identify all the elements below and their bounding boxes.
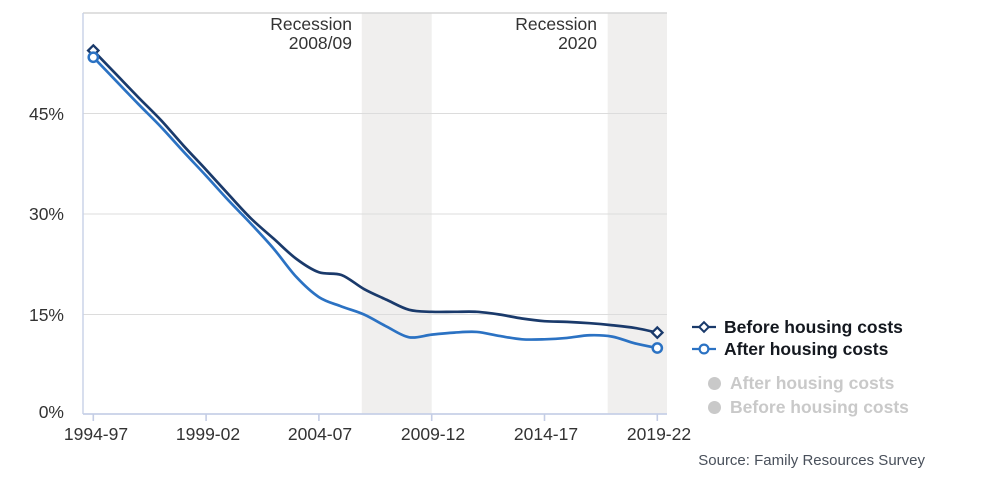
recession-annotation-line2: 2020 bbox=[558, 33, 597, 53]
legend-label: Before housing costs bbox=[724, 316, 903, 337]
diamond-line-marker-icon bbox=[692, 320, 716, 334]
legend-item-inactive-after-housing-costs: After housing costs bbox=[708, 372, 894, 394]
series-line-after-housing-costs bbox=[91, 55, 659, 350]
y-tick-label-30: 30% bbox=[28, 204, 64, 224]
recession-annotation-line2: 2008/09 bbox=[288, 33, 352, 53]
recession-annotation-line1: Recession bbox=[515, 14, 597, 34]
legend-item-before-housing-costs: Before housing costs bbox=[691, 316, 903, 338]
y-tick-label-45: 45% bbox=[28, 104, 64, 124]
circle-line-marker-icon bbox=[692, 343, 716, 355]
marker-circle-after-housing-costs bbox=[87, 51, 100, 64]
marker-diamond-before-housing-costs bbox=[650, 325, 665, 340]
recession-annotation-2020: Recession 2020 bbox=[397, 15, 597, 53]
y-tick-label-0: 0% bbox=[38, 402, 64, 422]
series-line-before-housing-costs bbox=[91, 49, 659, 334]
legend-label: After housing costs bbox=[724, 338, 889, 359]
x-tick-label-2014-17: 2014-17 bbox=[513, 424, 579, 444]
marker-circle-after-housing-costs bbox=[651, 342, 664, 354]
recession-annotation-line1: Recession bbox=[270, 14, 352, 34]
y-tick-label-15: 15% bbox=[28, 305, 64, 325]
gray-bullet-icon bbox=[708, 376, 721, 390]
legend-label: After housing costs bbox=[730, 372, 895, 393]
x-tick-label-1999-02: 1999-02 bbox=[175, 424, 241, 444]
legend-label: Before housing costs bbox=[730, 396, 909, 417]
x-tick-label-2019-22: 2019-22 bbox=[626, 424, 692, 444]
legend-item-after-housing-costs: After housing costs bbox=[691, 338, 888, 360]
source-note: Source: Family Resources Survey bbox=[698, 452, 925, 469]
x-tick-label-2004-07: 2004-07 bbox=[287, 424, 353, 444]
x-tick-label-1994-97: 1994-97 bbox=[63, 424, 129, 444]
x-tick-label-2009-12: 2009-12 bbox=[400, 424, 466, 444]
recession-annotation-2008-09: Recession 2008/09 bbox=[152, 15, 352, 53]
legend-item-inactive-before-housing-costs: Before housing costs bbox=[708, 396, 909, 418]
gray-bullet-icon bbox=[708, 400, 721, 414]
